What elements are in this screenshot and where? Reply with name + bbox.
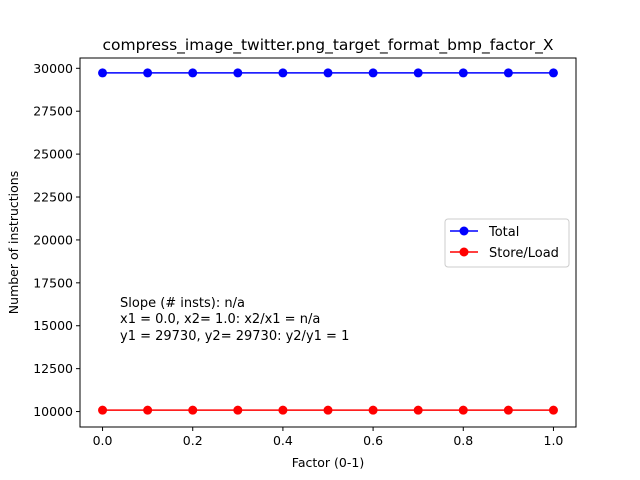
data-point-store-load (143, 405, 153, 415)
data-point-store-load (503, 405, 513, 415)
data-point-store-load (323, 405, 333, 415)
data-point-total (458, 68, 468, 78)
x-axis-label: Factor (0-1) (292, 455, 364, 470)
x-tick-label: 0.4 (273, 433, 293, 448)
data-point-store-load (368, 405, 378, 415)
data-point-total (323, 68, 333, 78)
y-tick-label: 10000 (33, 404, 73, 419)
x-tick-label: 0.2 (183, 433, 203, 448)
data-point-store-load (413, 405, 423, 415)
annotation-slope: Slope (# insts): n/a (120, 296, 245, 311)
chart-title: compress_image_twitter.png_target_format… (103, 36, 554, 55)
annotation-block: Slope (# insts): n/a x1 = 0.0, x2= 1.0: … (120, 296, 349, 344)
y-tick-label: 12500 (33, 361, 73, 376)
legend: Total Store/Load (444, 218, 570, 268)
y-tick-label: 20000 (33, 232, 73, 247)
axis-ticks: 0.0 0.2 0.4 0.6 0.8 1.0 10000 12500 15000 17500 20… (33, 61, 563, 448)
x-tick-label: 1.0 (544, 433, 564, 448)
y-tick-label: 25000 (33, 147, 73, 162)
legend-marker-total (459, 226, 469, 236)
y-tick-label: 27500 (33, 104, 73, 119)
data-point-store-load (98, 405, 108, 415)
data-point-total (548, 68, 558, 78)
y-tick-label: 30000 (33, 61, 73, 76)
data-point-store-load (458, 405, 468, 415)
legend-marker-store-load (459, 247, 469, 257)
data-point-total (188, 68, 198, 78)
axes-frame (79, 57, 577, 428)
series-store-load (98, 405, 558, 415)
data-point-total (503, 68, 513, 78)
data-point-store-load (233, 405, 243, 415)
legend-entry-total: Total (450, 225, 519, 240)
legend-entry-store-load: Store/Load (450, 246, 559, 261)
x-tick-label: 0.0 (93, 433, 113, 448)
series-group (98, 68, 558, 415)
y-tick-label: 15000 (33, 318, 73, 333)
legend-label-store-load: Store/Load (489, 246, 559, 261)
data-point-total (233, 68, 243, 78)
data-point-total (278, 68, 288, 78)
data-point-store-load (278, 405, 288, 415)
data-point-total (368, 68, 378, 78)
data-point-total (143, 68, 153, 78)
data-point-store-load (548, 405, 558, 415)
x-tick-label: 0.8 (453, 433, 473, 448)
x-tick-label: 0.6 (363, 433, 383, 448)
series-total (98, 68, 558, 78)
legend-label-total: Total (488, 225, 519, 240)
data-point-total (413, 68, 423, 78)
y-tick-label: 22500 (33, 190, 73, 205)
annotation-y-ratio: y1 = 29730, y2= 29730: y2/y1 = 1 (120, 329, 349, 344)
data-point-total (98, 68, 108, 78)
y-tick-label: 17500 (33, 275, 73, 290)
annotation-x-ratio: x1 = 0.0, x2= 1.0: x2/x1 = n/a (120, 312, 320, 327)
y-axis-label: Number of instructions (6, 171, 21, 314)
data-point-store-load (188, 405, 198, 415)
